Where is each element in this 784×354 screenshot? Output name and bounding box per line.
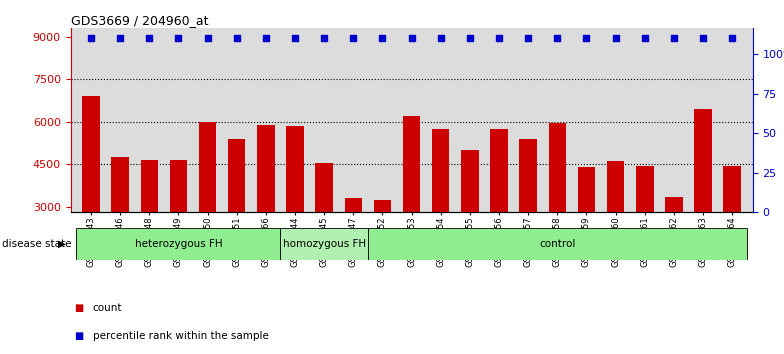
Bar <box>607 161 624 292</box>
Point <box>230 35 243 41</box>
Point <box>376 35 389 41</box>
Point <box>318 35 330 41</box>
Text: disease state: disease state <box>2 239 71 249</box>
Text: count: count <box>93 303 122 313</box>
Bar <box>286 126 303 292</box>
Point <box>551 35 564 41</box>
Bar <box>461 150 479 292</box>
Bar <box>315 163 333 292</box>
Point <box>347 35 360 41</box>
Point <box>405 35 418 41</box>
Point <box>726 35 739 41</box>
Bar <box>228 139 245 292</box>
Bar <box>432 129 449 292</box>
Bar <box>695 109 712 292</box>
Text: GDS3669 / 204960_at: GDS3669 / 204960_at <box>71 14 208 27</box>
Text: ■: ■ <box>74 303 84 313</box>
Point <box>260 35 272 41</box>
Bar <box>344 198 362 292</box>
Text: heterozygous FH: heterozygous FH <box>135 239 222 249</box>
Text: control: control <box>539 239 575 249</box>
Bar <box>665 197 683 292</box>
Point <box>580 35 593 41</box>
Bar <box>257 125 274 292</box>
Point <box>172 35 185 41</box>
Point <box>289 35 301 41</box>
Bar <box>169 160 187 292</box>
Bar <box>636 166 654 292</box>
Bar <box>549 123 566 292</box>
Point <box>434 35 447 41</box>
Point <box>463 35 476 41</box>
Point <box>697 35 710 41</box>
Point <box>85 35 97 41</box>
Text: ■: ■ <box>74 331 84 341</box>
Point <box>201 35 214 41</box>
Bar <box>403 116 420 292</box>
Text: ▶: ▶ <box>58 239 66 249</box>
Bar <box>76 228 281 260</box>
Bar <box>82 96 100 292</box>
Point <box>609 35 622 41</box>
Text: homozygous FH: homozygous FH <box>282 239 365 249</box>
Bar <box>281 228 368 260</box>
Point <box>143 35 155 41</box>
Point <box>493 35 506 41</box>
Bar <box>111 157 129 292</box>
Bar <box>578 167 595 292</box>
Point <box>114 35 126 41</box>
Bar <box>724 166 741 292</box>
Bar <box>490 129 508 292</box>
Point <box>522 35 535 41</box>
Bar <box>520 139 537 292</box>
Bar <box>374 200 391 292</box>
Bar <box>199 122 216 292</box>
Bar <box>368 228 747 260</box>
Point <box>668 35 681 41</box>
Point <box>638 35 651 41</box>
Text: percentile rank within the sample: percentile rank within the sample <box>93 331 268 341</box>
Bar <box>140 160 158 292</box>
